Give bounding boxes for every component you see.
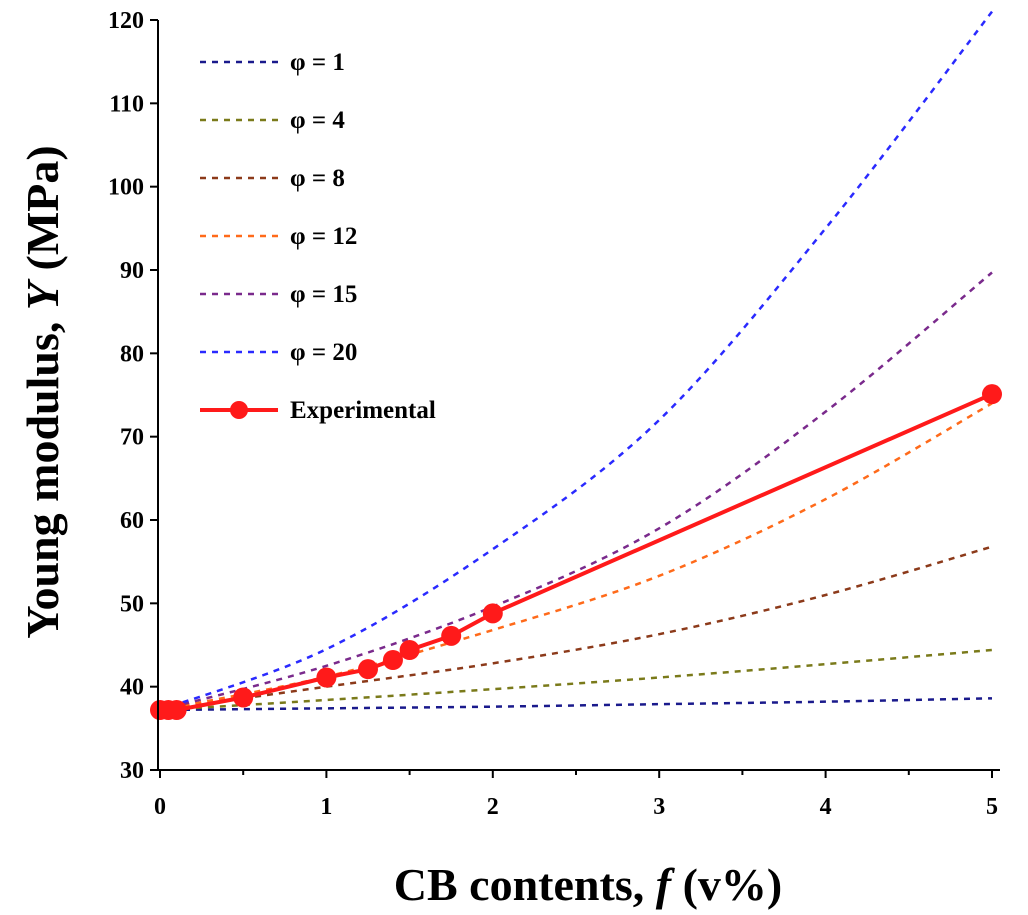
y-axis-title-pre: Young modulus, [17,310,68,639]
data-point [399,640,420,660]
y-tick-label: 90 [120,258,144,284]
y-axis-title-post: (MPa) [17,145,68,282]
x-tick-label: 5 [986,794,998,820]
data-point [233,687,254,708]
series-line [159,271,993,712]
y-tick-label: 110 [109,91,144,117]
x-axis-title: CB contents, f (v%) [394,859,782,910]
legend-label: φ = 4 [290,107,345,134]
x-tick-label: 1 [320,794,332,820]
legend-label: Experimental [290,397,436,424]
series-line [159,697,993,712]
y-tick-label: 50 [120,591,144,617]
data-point [316,667,337,688]
x-axis-title-pre: CB contents, [394,859,656,910]
data-point [982,384,1002,405]
ticks: 30 40 50 60 70 80 90 100 110 120 0 1 2 3 4 5 [108,8,998,820]
data-point [166,700,187,720]
data-point [382,650,403,670]
series-line [159,648,993,712]
legend-label: φ = 20 [290,339,357,366]
x-tick-label: 4 [820,794,832,820]
axes [157,20,1000,771]
data-point [482,603,503,624]
series-line [159,545,993,712]
series-1 [159,648,993,712]
y-tick-label: 40 [120,675,144,701]
x-tick-label: 2 [487,794,499,820]
legend-label: φ = 12 [290,223,357,250]
legend-marker [230,401,248,419]
data-point [358,659,378,680]
y-axis-title: Young modulus, Y (MPa) [17,145,68,638]
x-tick-label: 3 [653,794,665,820]
y-tick-label: 80 [120,341,144,367]
series-6 [150,384,1002,720]
series-4 [159,271,993,712]
legend-label: φ = 1 [290,49,345,76]
legend-item: φ = 15 [200,281,357,308]
series-2 [159,545,993,712]
legend-label: φ = 15 [290,281,357,308]
series-line [160,392,993,712]
legend-item: Experimental [200,397,436,424]
y-tick-label: 30 [120,758,144,784]
legend-item: φ = 20 [200,339,357,366]
y-axis-title-var: Y [17,278,68,310]
legend: φ = 1 φ = 4 φ = 8 φ = 12 φ = 15 φ = 20 Experim… [200,49,436,424]
legend-item: φ = 4 [200,107,345,134]
legend-label: φ = 8 [290,165,345,192]
y-tick-label: 70 [120,425,144,451]
y-tick-label: 100 [108,175,144,201]
legend-item: φ = 12 [200,223,357,250]
series-curves [150,10,1002,720]
x-tick-label: 0 [154,794,166,820]
series-0 [159,697,993,712]
series-5 [159,10,993,712]
x-axis-title-post: (v%) [671,859,782,910]
series-line [159,10,993,712]
legend-item: φ = 1 [200,49,345,76]
data-point [441,625,462,646]
legend-item: φ = 8 [200,165,345,192]
x-axis-title-var: f [656,859,676,910]
y-tick-label: 60 [120,508,144,534]
y-tick-label: 120 [108,8,144,34]
